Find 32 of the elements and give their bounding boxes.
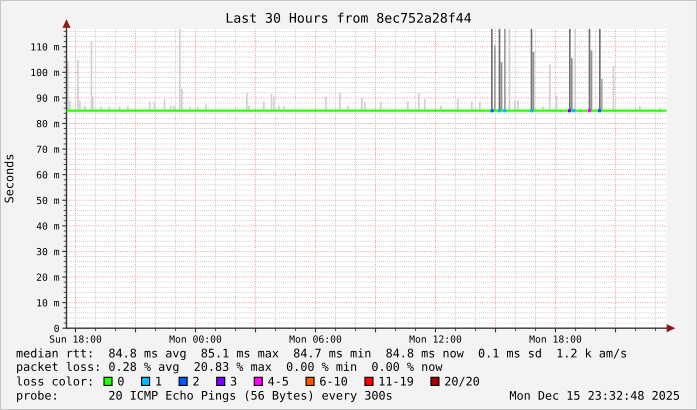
y-tick-label: 50 m: [36, 196, 60, 204]
x-tick-label: Mon 12:00: [410, 335, 462, 343]
x-tick-label: Mon 06:00: [290, 335, 342, 343]
legend-label: 4-5: [268, 376, 288, 386]
legend-title: loss color:: [16, 376, 92, 386]
y-axis-title: Seconds: [4, 154, 14, 203]
legend-label: 1: [156, 376, 162, 386]
y-tick-label: 20 m: [36, 274, 60, 281]
legend-label: 3: [230, 376, 236, 386]
legend-label: 20/20: [445, 376, 480, 387]
y-tick-label: 60 m: [36, 171, 60, 179]
text: Mon Dec 15 23:32:48 2025: [510, 390, 680, 400]
legend-label: 11-19: [380, 376, 414, 386]
x-tick-label: Mon 00:00: [170, 335, 222, 343]
y-tick-label: 110 m: [31, 43, 60, 51]
text: packet loss: 0.28 % avg 20.83 % max 0.00 % min 0.00 % now: [17, 362, 442, 374]
y-tick-label: 30 m: [36, 248, 60, 256]
y-tick-label: 80 m: [36, 120, 60, 128]
y-tick-label: 0: [54, 324, 59, 332]
y-tick-label: 100 m: [31, 68, 60, 76]
x-tick-label: Mon 18:00: [530, 335, 582, 343]
text: median rtt: 84.8 ms avg 85.1 ms max 84.7 ms min 84.8 ms now 0.1 ms sd 1.2 k am/s: [16, 348, 626, 360]
y-tick-label: 90 m: [36, 94, 60, 102]
chart-title: Last 30 Hours from 8ec752a28f44: [226, 12, 471, 23]
y-tick-label: 70 m: [36, 146, 60, 153]
legend-label: 2: [193, 376, 199, 386]
legend-label: 0: [118, 376, 124, 386]
y-tick-label: 10 m: [37, 299, 60, 306]
x-tick-label: Sun 18:00: [50, 335, 102, 343]
y-tick-label: 40 m: [36, 222, 60, 230]
text: probe: 20 ICMP Echo Pings (56 Bytes) every 300s: [17, 390, 392, 402]
legend-label: 6-10: [320, 376, 348, 386]
